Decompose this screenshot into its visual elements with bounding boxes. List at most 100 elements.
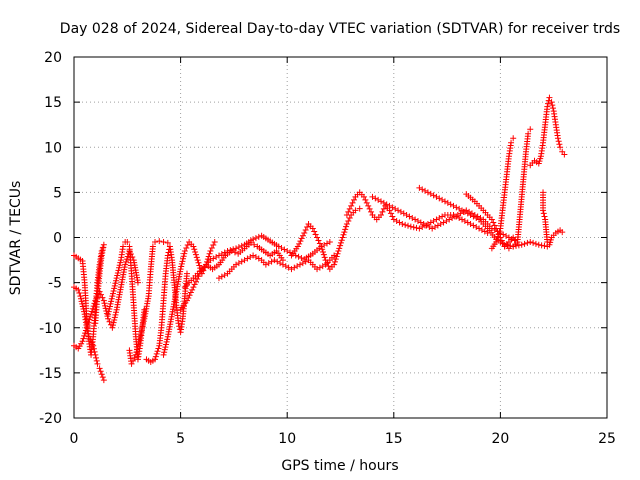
data-point <box>549 105 556 112</box>
data-point <box>106 306 113 313</box>
data-point <box>439 196 446 203</box>
data-point <box>265 260 272 267</box>
data-point <box>161 346 168 353</box>
data-point <box>337 242 344 249</box>
data-point <box>211 239 218 246</box>
data-point <box>297 238 304 245</box>
data-point <box>128 360 135 367</box>
data-point <box>75 286 82 293</box>
data-point <box>90 303 97 310</box>
data-point <box>129 357 136 364</box>
data-point <box>389 213 396 220</box>
data-point <box>175 320 182 327</box>
data-point <box>299 232 306 239</box>
data-point <box>162 344 169 351</box>
data-point <box>247 254 254 261</box>
data-point <box>314 234 321 241</box>
data-point <box>352 207 359 214</box>
data-point <box>375 196 382 203</box>
data-point <box>470 213 477 220</box>
data-point <box>100 241 107 248</box>
data-point <box>77 293 84 300</box>
data-point <box>340 231 347 238</box>
data-point <box>447 201 454 208</box>
data-point <box>366 205 373 212</box>
data-point <box>93 357 100 364</box>
data-point <box>191 281 198 288</box>
data-point <box>400 210 407 217</box>
data-point <box>333 253 340 260</box>
data-point <box>436 214 443 221</box>
data-point <box>541 213 548 220</box>
data-point <box>413 224 420 231</box>
data-point <box>120 243 127 250</box>
data-point <box>152 356 159 363</box>
data-point <box>498 237 505 244</box>
data-point <box>89 305 96 312</box>
data-point <box>320 251 327 258</box>
data-point <box>112 280 119 287</box>
data-points <box>71 94 568 384</box>
data-point <box>503 232 510 239</box>
data-point <box>279 261 286 268</box>
data-point <box>282 263 289 270</box>
data-point <box>535 241 542 248</box>
data-point <box>122 261 129 268</box>
data-point <box>134 346 141 353</box>
data-point <box>397 208 404 215</box>
data-point <box>98 371 105 378</box>
data-point <box>339 234 346 241</box>
data-point <box>82 330 89 337</box>
data-point <box>164 252 171 259</box>
data-point <box>111 282 118 289</box>
data-point <box>192 248 199 255</box>
x-axis-label: GPS time / hours <box>281 458 398 474</box>
data-point <box>456 205 463 212</box>
data-point <box>161 349 168 356</box>
data-point <box>162 341 169 348</box>
data-point <box>278 245 285 252</box>
data-point <box>181 250 188 257</box>
data-point <box>106 303 113 310</box>
data-point <box>114 269 121 276</box>
data-point <box>338 237 345 244</box>
data-point <box>102 302 109 309</box>
y-tick-label: 5 <box>53 185 62 201</box>
data-point <box>98 291 105 298</box>
data-point <box>395 207 402 214</box>
data-point <box>473 214 480 221</box>
data-point <box>343 220 350 227</box>
data-point <box>540 207 547 214</box>
data-point <box>530 239 537 246</box>
data-point <box>433 216 440 223</box>
data-point <box>183 270 190 277</box>
data-point <box>410 224 417 231</box>
data-point <box>559 229 566 236</box>
data-point <box>110 288 117 295</box>
data-point <box>116 264 123 271</box>
data-point <box>291 264 298 271</box>
data-point <box>78 295 85 302</box>
x-tick-label: 10 <box>278 431 296 447</box>
data-point <box>402 221 409 228</box>
data-point <box>412 216 419 223</box>
data-point <box>495 230 502 237</box>
x-tick-label: 0 <box>70 431 79 447</box>
data-point <box>316 240 323 247</box>
data-point <box>346 205 353 212</box>
data-point <box>250 236 257 243</box>
data-point <box>235 244 242 251</box>
data-point <box>443 217 450 224</box>
data-point <box>334 250 341 257</box>
data-point <box>321 254 328 261</box>
data-point <box>561 151 568 158</box>
data-point <box>83 324 90 331</box>
data-point <box>351 196 358 203</box>
data-point <box>138 328 145 335</box>
data-point <box>459 216 466 223</box>
data-point <box>544 103 551 110</box>
chart-title: Day 028 of 2024, Sidereal Day-to-day VTE… <box>60 21 620 37</box>
x-tick-label: 5 <box>176 431 185 447</box>
data-point <box>409 214 416 221</box>
data-point <box>341 229 348 236</box>
